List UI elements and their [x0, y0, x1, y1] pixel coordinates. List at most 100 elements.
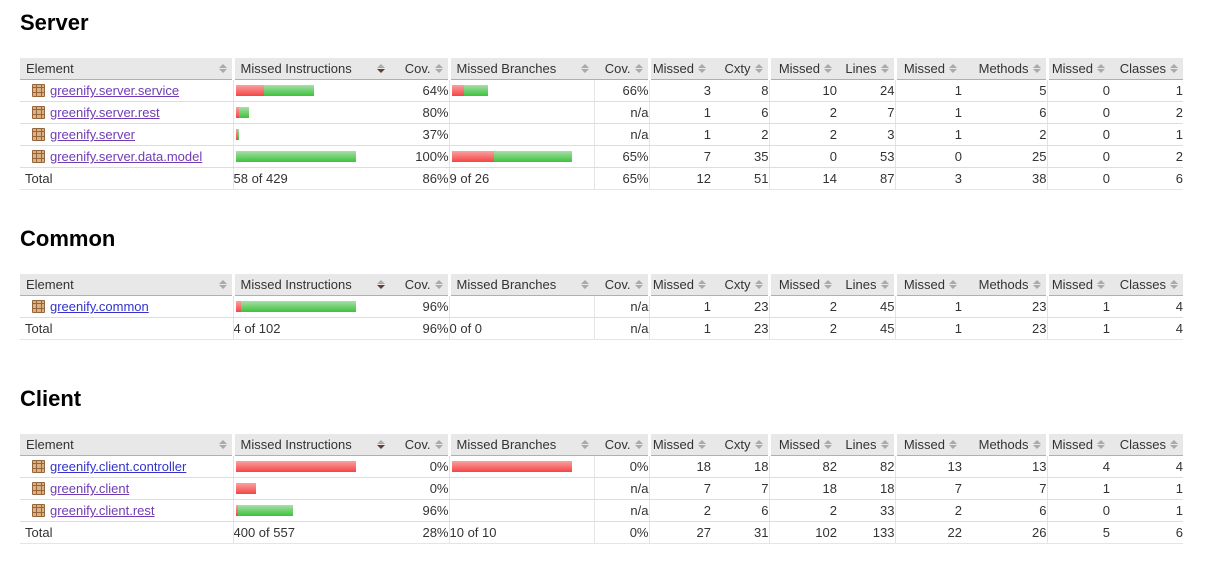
missed-instructions-cell	[232, 295, 390, 318]
column-header-cov--4[interactable]: Cov.	[594, 58, 649, 80]
sort-up-arrow-icon	[581, 64, 589, 68]
column-header-element-0[interactable]: Element	[20, 274, 233, 296]
sort-up-arrow-icon	[377, 64, 385, 68]
column-header-missed-instructions-1[interactable]: Missed Instructions	[231, 434, 390, 456]
sort-down-arrow-icon	[377, 445, 385, 449]
column-header-classes-12[interactable]: Classes	[1110, 274, 1183, 296]
column-header-lines-8[interactable]: Lines	[837, 274, 895, 296]
column-header-missed-11[interactable]: Missed	[1045, 434, 1110, 456]
missed-branches-cell	[448, 123, 594, 146]
sort-down-arrow-icon	[1097, 69, 1105, 73]
column-header-missed-5[interactable]: Missed	[647, 58, 711, 80]
column-header-missed-5[interactable]: Missed	[647, 274, 711, 296]
column-header-cxty-6[interactable]: Cxty	[711, 58, 769, 80]
sort-down-arrow-icon	[824, 69, 832, 73]
column-header-missed-9[interactable]: Missed	[893, 58, 962, 80]
sort-up-arrow-icon	[754, 440, 763, 444]
sort-desc-icon	[377, 64, 385, 73]
counter-cell: 3	[837, 123, 895, 146]
counter-cell: 18	[768, 477, 837, 500]
column-header-label: Cov.	[404, 277, 431, 292]
counter-cell: 3	[648, 79, 711, 102]
sort-desc-icon	[377, 280, 385, 289]
missed-branches-cell	[448, 295, 594, 318]
total-branch-coverage-cell: 0%	[593, 521, 649, 544]
column-header-label: Missed	[1051, 61, 1093, 76]
section-server: Server Element Missed Instructions Cov. Mis…	[20, 10, 1212, 190]
column-header-missed-branches-3[interactable]: Missed Branches	[447, 274, 594, 296]
sort-up-arrow-icon	[634, 440, 643, 444]
package-link[interactable]: greenify.client	[50, 481, 130, 496]
column-header-methods-10[interactable]: Methods	[962, 58, 1047, 80]
missed-instructions-cell	[232, 145, 390, 168]
counter-cell: 0	[1046, 499, 1110, 522]
column-header-classes-12[interactable]: Classes	[1110, 58, 1183, 80]
package-link[interactable]: greenify.server.data.model	[50, 149, 203, 164]
sort-up-arrow-icon	[880, 64, 889, 68]
sort-up-arrow-icon	[880, 280, 889, 284]
column-header-missed-5[interactable]: Missed	[647, 434, 711, 456]
sort-up-arrow-icon	[824, 440, 832, 444]
column-header-cov--2[interactable]: Cov.	[390, 58, 449, 80]
column-header-element-0[interactable]: Element	[20, 434, 233, 456]
column-header-missed-7[interactable]: Missed	[767, 274, 837, 296]
column-header-label: Missed	[1051, 277, 1093, 292]
sort-toggle-icon	[698, 64, 706, 73]
column-header-methods-10[interactable]: Methods	[962, 274, 1047, 296]
element-cell: greenify.server.data.model	[20, 145, 233, 168]
sort-up-arrow-icon	[1032, 64, 1041, 68]
column-header-label: Classes	[1119, 277, 1166, 292]
sort-down-arrow-icon	[634, 445, 643, 449]
sort-toggle-icon	[218, 440, 227, 449]
column-header-missed-7[interactable]: Missed	[767, 434, 837, 456]
column-header-label: Cov.	[604, 61, 631, 76]
sort-down-arrow-icon	[434, 445, 443, 449]
missed-branches-bar	[450, 500, 594, 521]
column-header-missed-11[interactable]: Missed	[1045, 274, 1110, 296]
package-link[interactable]: greenify.server.service	[50, 83, 180, 98]
missed-branches-cell	[448, 145, 594, 168]
missed-bar-segment	[451, 151, 494, 162]
column-header-methods-10[interactable]: Methods	[962, 434, 1047, 456]
package-link[interactable]: greenify.client.rest	[50, 503, 155, 518]
package-link[interactable]: greenify.server.rest	[50, 105, 160, 120]
column-header-lines-8[interactable]: Lines	[837, 58, 895, 80]
counter-cell: 1	[1110, 499, 1183, 522]
package-link[interactable]: greenify.common	[50, 299, 149, 314]
column-header-label: Missed Instructions	[240, 277, 352, 292]
column-header-classes-12[interactable]: Classes	[1110, 434, 1183, 456]
column-header-cxty-6[interactable]: Cxty	[711, 274, 769, 296]
package-link[interactable]: greenify.client.controller	[50, 459, 187, 474]
covered-bar-segment	[493, 151, 572, 162]
sort-toggle-icon	[754, 280, 763, 289]
column-header-missed-7[interactable]: Missed	[767, 58, 837, 80]
covered-bar-segment	[240, 301, 356, 312]
column-header-element-0[interactable]: Element	[20, 58, 233, 80]
column-header-cov--4[interactable]: Cov.	[594, 274, 649, 296]
missed-branches-bar	[450, 102, 594, 123]
sort-down-arrow-icon	[634, 69, 643, 73]
column-header-missed-9[interactable]: Missed	[893, 434, 962, 456]
table-row: greenify.client 0% n/a 7 7 18 18 7 7 1 1	[20, 477, 1183, 500]
column-header-label: Lines	[845, 61, 877, 76]
column-header-missed-9[interactable]: Missed	[893, 274, 962, 296]
section-title-common: Common	[20, 226, 116, 251]
column-header-cov--4[interactable]: Cov.	[594, 434, 649, 456]
instruction-coverage-cell: 64%	[390, 79, 449, 102]
column-header-missed-instructions-1[interactable]: Missed Instructions	[231, 274, 390, 296]
column-header-lines-8[interactable]: Lines	[837, 434, 895, 456]
column-header-missed-branches-3[interactable]: Missed Branches	[447, 434, 594, 456]
column-header-missed-11[interactable]: Missed	[1045, 58, 1110, 80]
sort-up-arrow-icon	[1032, 280, 1041, 284]
sort-toggle-icon	[698, 440, 706, 449]
column-header-cov--2[interactable]: Cov.	[390, 434, 449, 456]
column-header-cxty-6[interactable]: Cxty	[711, 434, 769, 456]
counter-cell: 18	[711, 455, 769, 478]
column-header-cov--2[interactable]: Cov.	[390, 274, 449, 296]
column-header-missed-instructions-1[interactable]: Missed Instructions	[231, 58, 390, 80]
sort-up-arrow-icon	[1097, 64, 1105, 68]
column-header-missed-branches-3[interactable]: Missed Branches	[447, 58, 594, 80]
sort-toggle-icon	[880, 280, 889, 289]
missed-bar-segment	[235, 129, 238, 140]
package-link[interactable]: greenify.server	[50, 127, 136, 142]
